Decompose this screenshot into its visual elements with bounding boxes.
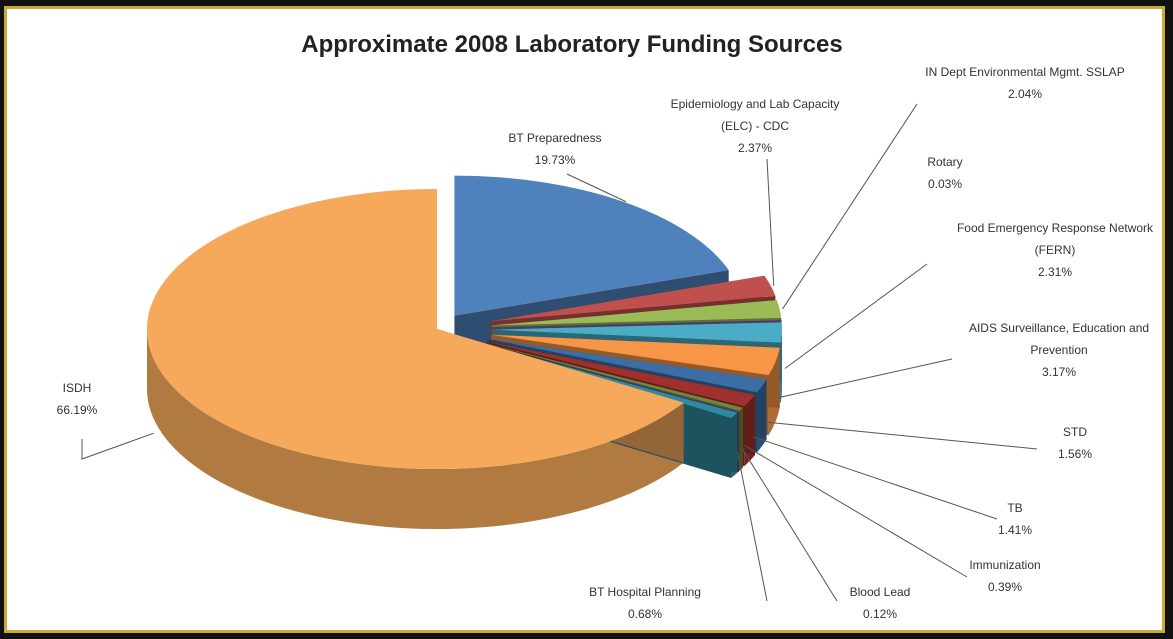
leader-line	[778, 358, 953, 399]
data-label: IN Dept Environmental Mgmt. SSLAP 2.04%	[915, 61, 1135, 105]
slice	[485, 343, 743, 411]
category-label: AIDS Surveillance, Education and Prevent…	[968, 321, 1150, 357]
category-label: BT Hospital Planning	[589, 585, 701, 599]
data-label: Immunization 0.39%	[940, 554, 1070, 598]
value-label: 0.68%	[627, 607, 663, 621]
value-label: 2.37%	[737, 141, 773, 155]
slice	[488, 339, 767, 393]
slice	[454, 175, 729, 316]
slice	[490, 334, 780, 376]
slice	[490, 275, 776, 322]
leader-line	[741, 447, 838, 602]
value-label: 2.31%	[1037, 265, 1073, 279]
slice-side	[147, 329, 684, 530]
value-label: 1.41%	[997, 523, 1033, 537]
value-label: 1.56%	[1057, 447, 1093, 461]
category-label: Epidemiology and Lab Capacity (ELC) - CD…	[670, 97, 840, 133]
slice	[491, 300, 782, 326]
leader-line	[752, 436, 998, 520]
leader-line	[766, 158, 775, 286]
data-label: Epidemiology and Lab Capacity (ELC) - CD…	[655, 93, 855, 159]
category-label: IN Dept Environmental Mgmt. SSLAP	[925, 65, 1125, 79]
data-label: BT Preparedness 19.73%	[470, 127, 640, 171]
category-label: Rotary	[927, 155, 963, 169]
leader-line	[81, 432, 154, 460]
data-label: Blood Lead 0.12%	[830, 581, 930, 625]
category-label: ISDH	[62, 381, 92, 395]
slice	[485, 343, 740, 413]
value-label: 0.39%	[987, 580, 1023, 594]
slice	[491, 322, 782, 343]
category-label: Blood Lead	[849, 585, 911, 599]
leader-line	[782, 103, 918, 310]
value-label: 3.17%	[1041, 365, 1077, 379]
slice	[486, 341, 756, 407]
leader-line	[566, 173, 627, 203]
data-label: STD 1.56%	[1035, 421, 1115, 465]
value-label: 19.73%	[534, 153, 576, 167]
value-label: 0.03%	[927, 177, 963, 191]
value-label: 2.04%	[1007, 87, 1043, 101]
pie-area	[81, 103, 1038, 602]
category-label: TB	[1007, 501, 1023, 515]
leader-line	[736, 451, 768, 602]
leader-line	[784, 263, 928, 369]
data-label: BT Hospital Planning 0.68%	[545, 581, 745, 625]
leader-line	[743, 444, 968, 578]
value-label: 66.19%	[56, 403, 98, 417]
data-label: Rotary 0.03%	[905, 151, 985, 195]
data-label: ISDH 66.19%	[37, 377, 117, 421]
leader-line	[765, 421, 1038, 450]
category-label: Immunization	[969, 558, 1041, 572]
value-label: 0.12%	[862, 607, 898, 621]
category-label: STD	[1063, 425, 1087, 439]
chart: Approximate 2008 Laboratory Funding Sour…	[4, 6, 1165, 633]
category-label: BT Preparedness	[508, 131, 602, 145]
chart-title: Approximate 2008 Laboratory Funding Sour…	[301, 31, 843, 58]
category-label: Food Emergency Response Network (FERN)	[956, 221, 1154, 257]
slice	[147, 189, 684, 469]
data-label: AIDS Surveillance, Education and Prevent…	[944, 317, 1162, 383]
slice	[491, 319, 782, 328]
data-label: Food Emergency Response Network (FERN) 2.…	[940, 217, 1162, 283]
data-label: TB 1.41%	[985, 497, 1045, 541]
